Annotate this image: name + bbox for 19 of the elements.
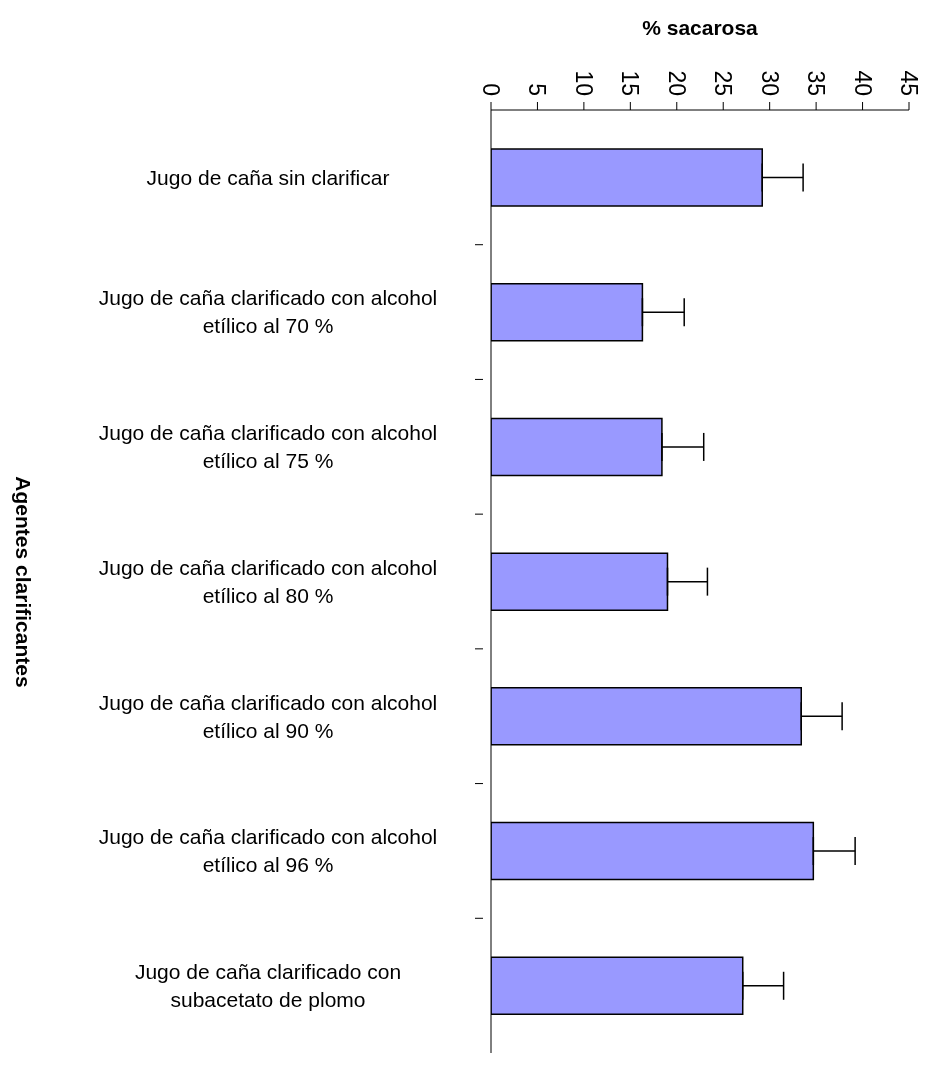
y-tick-label: Jugo de caña clarificado con alcohol etílico al 70 % (98, 286, 438, 338)
y-tick-label: Jugo de caña clarificado con alcohol etílico al 96 % (98, 825, 438, 877)
x-tick-label: 35 (803, 70, 830, 96)
x-tick-label: 40 (849, 70, 876, 96)
x-tick-label: 5 (524, 83, 551, 96)
y-axis-title: Agentes clarificantes (11, 475, 36, 688)
x-tick-label: 25 (710, 70, 737, 96)
x-axis-title: % sacarosa (641, 16, 759, 40)
x-tick-label: 45 (896, 70, 922, 96)
x-tick-label: 0 (478, 83, 504, 96)
x-tick-label: 15 (617, 70, 644, 96)
y-tick-label: Jugo de caña sin clarificar (146, 165, 390, 189)
y-tick-label: Jugo de caña clarificado con subacetato de plomo (134, 959, 402, 1011)
y-tick-label: Jugo de caña clarificado con alcohol etílico al 80 % (98, 555, 438, 607)
y-tick-label: Jugo de caña clarificado con alcohol etílico al 75 % (98, 421, 438, 473)
y-tick-label: Jugo de caña clarificado con alcohol etílico al 90 % (98, 690, 438, 742)
x-tick-label: 30 (756, 70, 783, 96)
x-tick-label: 20 (663, 70, 690, 96)
x-tick-label: 10 (570, 70, 597, 96)
